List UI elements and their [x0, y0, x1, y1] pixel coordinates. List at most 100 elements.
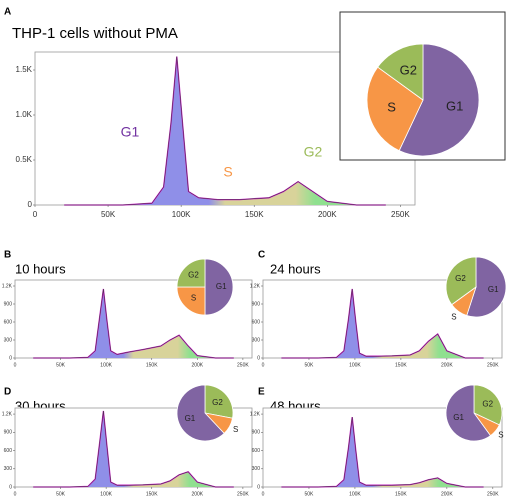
x-tick-label: 0	[262, 491, 265, 497]
panel-letter: D	[4, 387, 11, 398]
y-tick-label: 600	[4, 319, 13, 325]
annotation: S	[223, 164, 232, 180]
y-tick-label: 1.2K	[250, 283, 261, 289]
x-tick-label: 100K	[100, 491, 112, 497]
pie-slice	[176, 384, 225, 442]
pie-label: S	[387, 100, 396, 115]
y-tick-label: 600	[252, 319, 261, 325]
pie-slice	[366, 66, 424, 152]
y-tick-label: 900	[252, 301, 261, 307]
x-tick-label: 50K	[56, 362, 66, 368]
pie-slice	[377, 43, 424, 101]
x-tick-label: 250K	[237, 362, 249, 368]
x-tick-label: 100K	[100, 362, 112, 368]
pie-slice	[445, 256, 477, 306]
y-tick-label: 0	[9, 355, 12, 361]
histogram-line-dark	[281, 288, 484, 359]
pie-label: G2	[455, 274, 466, 283]
y-tick-label: 0	[9, 484, 12, 490]
pie-slice	[473, 384, 503, 426]
x-tick-label: 0	[14, 362, 17, 368]
x-tick-label: 50K	[305, 362, 315, 368]
x-tick-label: 200K	[318, 210, 337, 219]
y-tick-label: 900	[4, 430, 13, 436]
y-tick-label: 0.5K	[16, 155, 33, 164]
panel-letter: E	[258, 387, 265, 398]
y-tick-label: 600	[252, 448, 261, 454]
y-tick-label: 900	[4, 301, 13, 307]
pie-label: G1	[185, 414, 196, 423]
y-tick-label: 1.2K	[250, 411, 261, 417]
x-tick-label: 100K	[172, 210, 191, 219]
x-tick-label: 50K	[56, 491, 66, 497]
pie-slice	[445, 384, 492, 442]
x-tick-label: 0	[14, 491, 17, 497]
panel-letter: A	[4, 7, 11, 18]
y-tick-label: 300	[252, 466, 261, 472]
x-tick-label: 200K	[441, 491, 453, 497]
panel-title: 10 hours	[15, 261, 66, 276]
y-tick-label: 900	[252, 430, 261, 436]
pie-label: G1	[453, 413, 464, 422]
x-tick-label: 50K	[101, 210, 116, 219]
x-tick-label: 100K	[349, 362, 361, 368]
pie-label: G1	[446, 99, 463, 114]
pie-label: S	[191, 294, 196, 303]
pie-label: G1	[488, 285, 499, 294]
pie-slice	[398, 43, 480, 157]
y-tick-label: 1.2K	[2, 283, 13, 289]
y-tick-label: 300	[252, 337, 261, 343]
pie-label: G2	[482, 399, 493, 408]
x-tick-label: 150K	[395, 491, 407, 497]
y-tick-label: 1.5K	[16, 65, 33, 74]
pie-label: S	[233, 425, 238, 434]
y-tick-label: 1.2K	[2, 411, 13, 417]
y-tick-label: 0	[257, 484, 260, 490]
x-tick-label: 150K	[146, 491, 158, 497]
y-tick-label: 600	[4, 448, 13, 454]
pie-slice	[176, 286, 206, 316]
annotation: G2	[304, 144, 323, 160]
histogram-line-dark	[281, 417, 484, 488]
pie-label: G2	[400, 62, 417, 77]
pie-label: G1	[216, 282, 227, 291]
x-tick-label: 150K	[245, 210, 264, 219]
pie-label: S	[498, 430, 503, 439]
pie-slice	[204, 384, 234, 419]
x-tick-label: 250K	[391, 210, 410, 219]
y-tick-label: 300	[4, 466, 13, 472]
panel-title: 24 hours	[270, 261, 321, 276]
x-tick-label: 150K	[395, 362, 407, 368]
area-fill	[281, 289, 484, 358]
y-tick-label: 0	[257, 355, 260, 361]
panel-title: THP-1 cells without PMA	[12, 25, 178, 42]
y-tick-label: 300	[4, 337, 13, 343]
panel-letter: B	[4, 250, 11, 261]
x-tick-label: 250K	[237, 491, 249, 497]
pie-slice	[466, 256, 507, 318]
x-tick-label: 0	[262, 362, 265, 368]
pie-label: S	[451, 312, 456, 321]
y-tick-label: 1.0K	[16, 110, 33, 119]
histogram-line-dark	[33, 410, 234, 488]
x-tick-label: 100K	[349, 491, 361, 497]
x-tick-label: 200K	[441, 362, 453, 368]
x-tick-label: 50K	[305, 491, 315, 497]
pie-label: G2	[212, 398, 223, 407]
x-tick-label: 200K	[191, 491, 203, 497]
x-tick-label: 150K	[146, 362, 158, 368]
x-tick-label: 250K	[487, 491, 499, 497]
histogram-line-dark	[64, 56, 386, 206]
annotation: G1	[121, 124, 140, 140]
y-tick-label: 0	[28, 200, 33, 209]
histogram-line-dark	[33, 288, 234, 359]
pie-slice	[176, 258, 206, 288]
panel-letter: C	[258, 250, 265, 261]
pie-slice	[204, 258, 234, 316]
x-tick-label: 200K	[191, 362, 203, 368]
x-tick-label: 0	[33, 210, 38, 219]
pie-label: G2	[188, 271, 199, 280]
x-tick-label: 250K	[487, 362, 499, 368]
